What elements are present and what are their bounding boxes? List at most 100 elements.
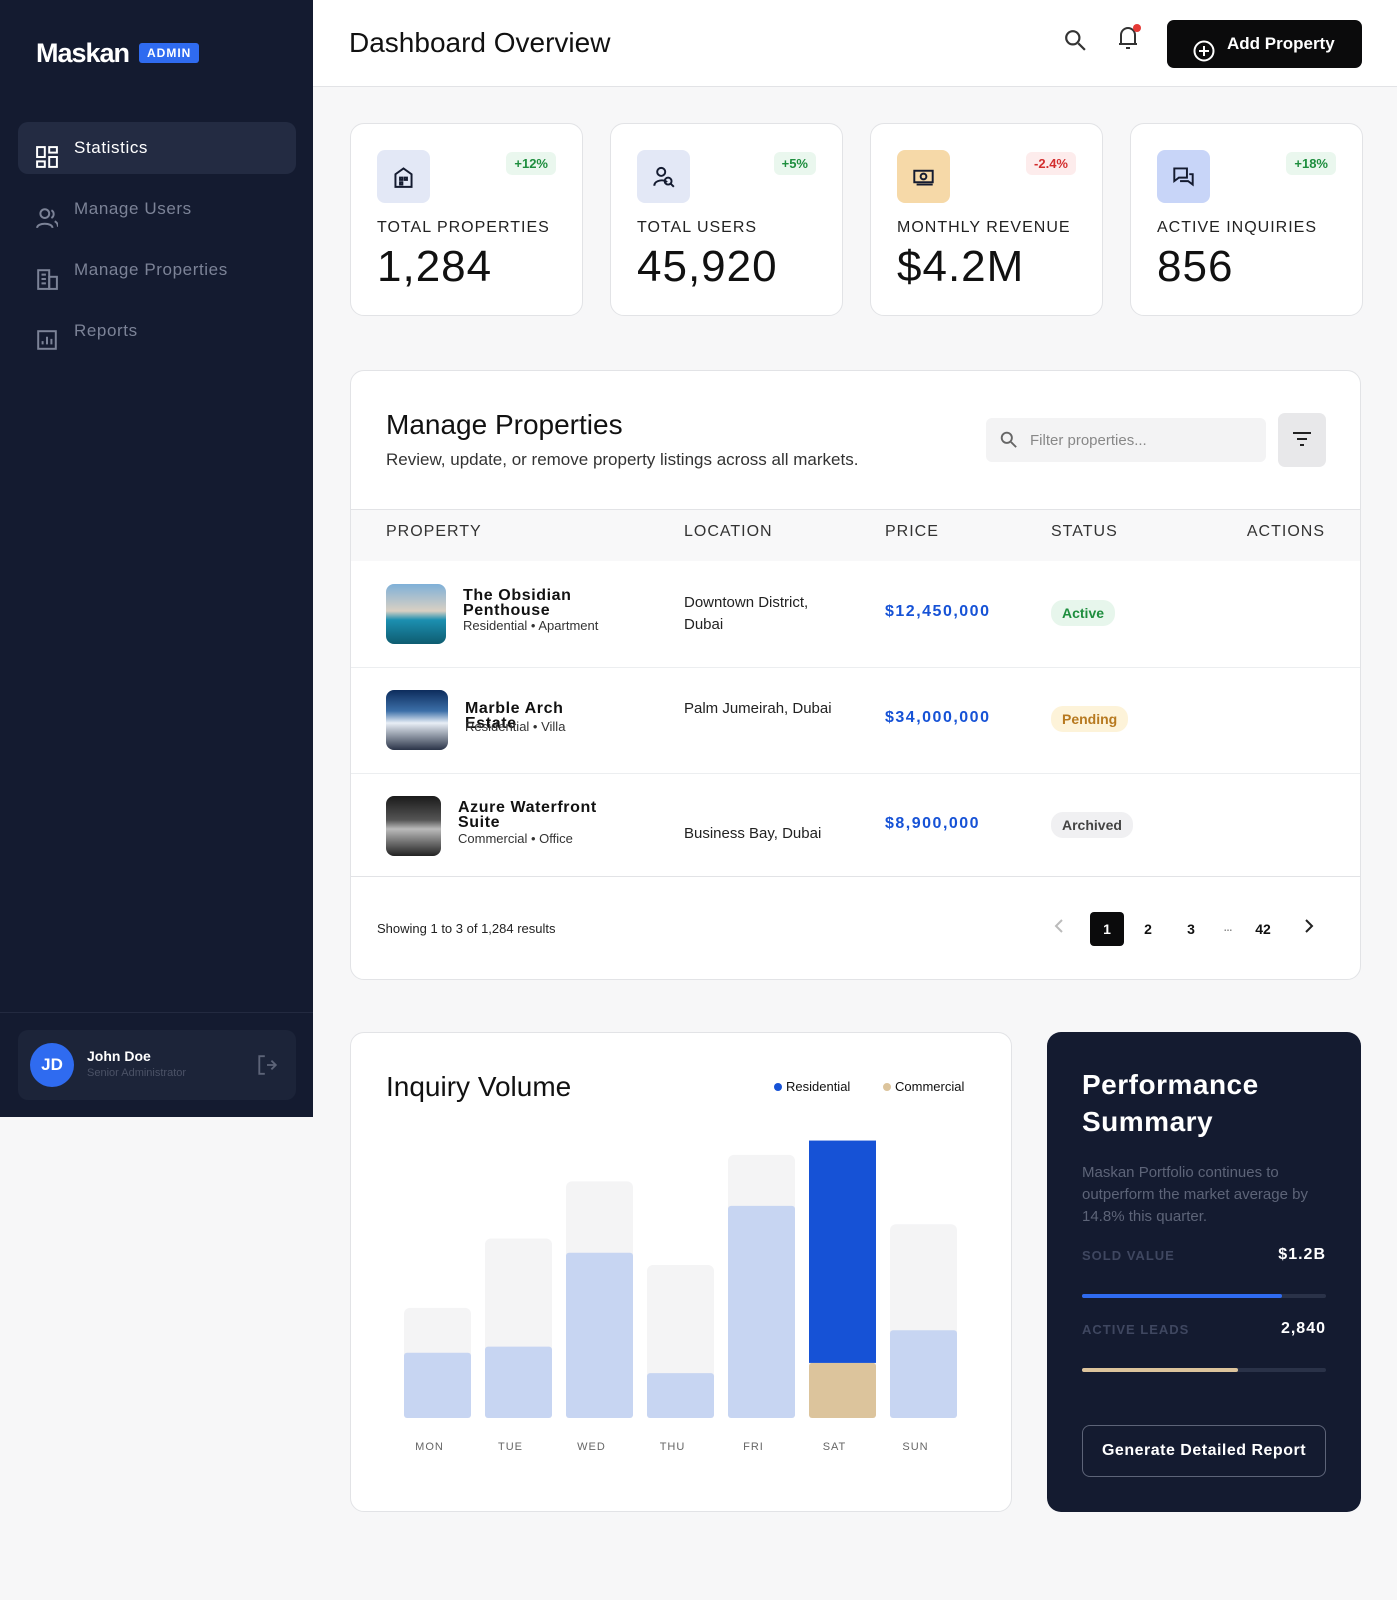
nav-icon bbox=[36, 259, 58, 290]
table-footer-line bbox=[351, 876, 1360, 877]
bar bbox=[809, 1362, 876, 1418]
stat-icon bbox=[897, 150, 950, 203]
bar bbox=[566, 1252, 633, 1418]
performance-title: Performance Summary bbox=[1082, 1069, 1259, 1137]
stat-label: MONTHLY REVENUE bbox=[897, 219, 1071, 236]
metric-value: $1.2B bbox=[1278, 1246, 1326, 1263]
nav-label: Statistics bbox=[74, 138, 149, 157]
x-tick-label: SUN bbox=[902, 1441, 928, 1453]
table-head bbox=[351, 509, 1360, 561]
column-header: ACTIONS bbox=[1246, 523, 1325, 540]
nav-label: Manage Properties bbox=[74, 260, 228, 279]
filter-input[interactable]: Filter properties... bbox=[986, 418, 1266, 462]
stat-change: +5% bbox=[773, 152, 816, 175]
page-button[interactable]: 1 bbox=[1090, 912, 1124, 946]
x-tick-label: FRI bbox=[743, 1441, 764, 1453]
property-location: Palm Jumeirah, Dubai bbox=[684, 700, 832, 717]
stat-card: -2.4% MONTHLY REVENUE $4.2M bbox=[870, 123, 1103, 316]
property-name: Azure Waterfront Suite bbox=[458, 799, 597, 831]
search-icon[interactable] bbox=[1064, 29, 1086, 56]
progress-fill bbox=[1082, 1294, 1283, 1298]
badge: ADMIN bbox=[139, 43, 200, 63]
property-name: Marble Arch Estate bbox=[465, 700, 564, 732]
x-tick-label: THU bbox=[660, 1441, 686, 1453]
nav-icon bbox=[36, 137, 58, 168]
stat-change: +18% bbox=[1286, 152, 1336, 175]
filter-button[interactable] bbox=[1278, 413, 1326, 467]
chart: Residential Commercial MON TUE WED THU FRI SAT S… bbox=[404, 1079, 964, 1453]
filter-placeholder: Filter properties... bbox=[1030, 432, 1147, 449]
metric-label: ACTIVE LEADS bbox=[1082, 1322, 1190, 1337]
add-property-label: Add Property bbox=[1227, 34, 1335, 53]
property-type: Residential • Apartment bbox=[463, 618, 599, 633]
section-title: Manage Properties bbox=[386, 409, 623, 440]
stat-value: $4.2M bbox=[897, 242, 1025, 291]
property-type: Residential • Villa bbox=[465, 719, 566, 734]
stat-label: TOTAL PROPERTIES bbox=[377, 219, 550, 236]
page-button[interactable]: 2 bbox=[1144, 921, 1152, 937]
user-card: JD John Doe Senior Administrator bbox=[18, 1030, 296, 1100]
property-thumbnail bbox=[386, 796, 441, 856]
status-badge: Active bbox=[1051, 600, 1116, 626]
section-subtitle: Review, update, or remove property listi… bbox=[386, 450, 859, 469]
stat-change: -2.4% bbox=[1026, 152, 1076, 175]
user-role: Senior Administrator bbox=[87, 1067, 187, 1079]
legend-label: Residential bbox=[786, 1079, 850, 1094]
stat-icon bbox=[1157, 150, 1210, 203]
search-icon bbox=[1000, 431, 1017, 453]
page-button[interactable]: 42 bbox=[1255, 921, 1271, 937]
performance-text: Maskan Portfolio continues to outperform… bbox=[1082, 1164, 1308, 1225]
nav-item[interactable]: Reports bbox=[18, 305, 296, 357]
stat-change: +12% bbox=[506, 152, 556, 175]
property-location: Business Bay, Dubai bbox=[684, 825, 822, 842]
progress-fill bbox=[1082, 1368, 1239, 1372]
add-property-button[interactable]: Add Property bbox=[1167, 20, 1362, 68]
stat-value: 856 bbox=[1157, 242, 1234, 291]
report-button[interactable]: Generate Detailed Report bbox=[1082, 1425, 1326, 1477]
nav-item[interactable]: Statistics bbox=[18, 122, 296, 174]
page-title: Dashboard Overview bbox=[349, 27, 611, 58]
metric-label: SOLD VALUE bbox=[1082, 1248, 1175, 1263]
prev-page[interactable] bbox=[1053, 918, 1065, 939]
avatar: JD bbox=[30, 1043, 74, 1087]
stat-label: ACTIVE INQUIRIES bbox=[1157, 219, 1318, 236]
results-text: Showing 1 to 3 of 1,284 results bbox=[377, 921, 556, 936]
column-header: PROPERTY bbox=[386, 523, 482, 540]
stat-card: +5% TOTAL USERS 45,920 bbox=[610, 123, 843, 316]
nav-item[interactable]: Manage Users bbox=[18, 183, 296, 235]
stat-icon bbox=[377, 150, 430, 203]
bar bbox=[728, 1205, 795, 1418]
notification-icon[interactable] bbox=[1116, 22, 1142, 57]
property-thumbnail bbox=[386, 690, 448, 750]
property-type: Commercial • Office bbox=[458, 831, 573, 846]
legend-marker bbox=[883, 1083, 891, 1091]
property-thumbnail bbox=[386, 584, 446, 644]
row-divider bbox=[351, 667, 1360, 668]
column-header: LOCATION bbox=[684, 523, 773, 540]
stat-value: 1,284 bbox=[377, 242, 493, 291]
sidebar: Maskan ADMIN Statistics Manage Users Manage … bbox=[0, 0, 313, 1117]
legend-marker bbox=[774, 1083, 782, 1091]
bar bbox=[647, 1373, 714, 1418]
page-button[interactable]: 3 bbox=[1187, 921, 1195, 937]
stat-card: +18% ACTIVE INQUIRIES 856 bbox=[1130, 123, 1363, 316]
property-price: $34,000,000 bbox=[885, 709, 991, 726]
status-badge: Pending bbox=[1051, 706, 1129, 732]
nav-label: Manage Users bbox=[74, 199, 192, 218]
x-tick-label: SAT bbox=[823, 1441, 847, 1453]
page-button[interactable]: ... bbox=[1223, 923, 1233, 934]
property-price: $8,900,000 bbox=[885, 815, 981, 832]
nav-item[interactable]: Manage Properties bbox=[18, 244, 296, 296]
x-tick-label: TUE bbox=[498, 1441, 523, 1453]
x-tick-label: MON bbox=[415, 1441, 444, 1453]
property-name: The Obsidian Penthouse bbox=[463, 587, 572, 619]
bar bbox=[485, 1346, 552, 1418]
status-badge: Archived bbox=[1051, 812, 1133, 838]
logout-icon[interactable] bbox=[256, 1054, 278, 1081]
properties-card: Manage Properties Review, update, or remo… bbox=[350, 370, 1361, 980]
user-name: John Doe bbox=[87, 1048, 151, 1064]
stat-label: TOTAL USERS bbox=[637, 219, 758, 236]
next-page[interactable] bbox=[1303, 918, 1315, 939]
property-location: Downtown District, Dubai bbox=[684, 594, 809, 633]
